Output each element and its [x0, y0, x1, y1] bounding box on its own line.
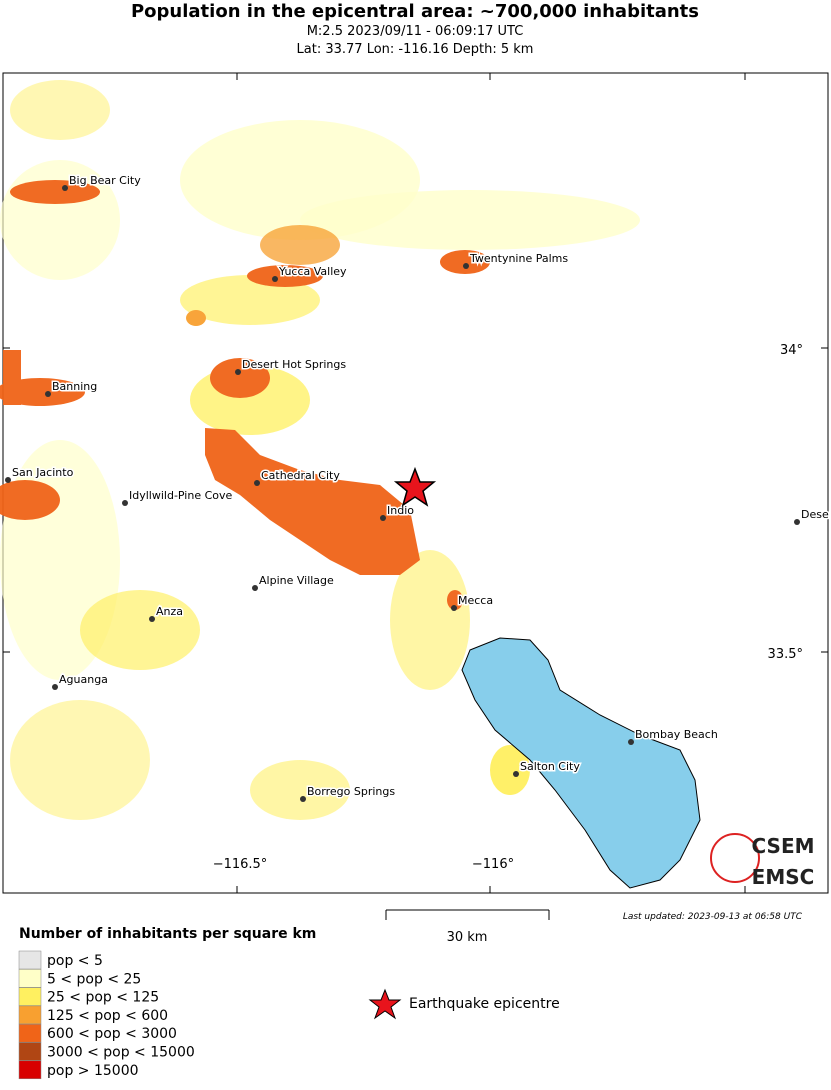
city-label: Aguanga [59, 673, 108, 686]
legend: pop < 5 5 < pop < 25 25 < pop < 125 125 < p… [18, 950, 195, 1080]
legend-label: pop < 5 [47, 953, 103, 969]
city-dot [463, 263, 469, 269]
legend-swatch [18, 1060, 42, 1080]
scale-bar [385, 909, 550, 920]
city-label: Alpine Village [259, 574, 334, 587]
logo-text: CSEM [751, 834, 814, 858]
city-dot [272, 276, 278, 282]
tick-marks [3, 73, 828, 893]
city-dot [5, 477, 11, 483]
subtitle: Lat: 33.77 Lon: -116.16 Depth: 5 km [297, 42, 534, 57]
legend-label: 3000 < pop < 15000 [47, 1045, 195, 1061]
legend-label: 5 < pop < 25 [47, 971, 141, 987]
city-label: Bombay Beach [635, 728, 718, 741]
legend-swatch [18, 1023, 42, 1043]
city-dot [149, 616, 155, 622]
salton-sea [461, 637, 701, 889]
city-dot [45, 391, 51, 397]
lat-label: 34° [780, 343, 803, 358]
legend-swatch [18, 1005, 42, 1025]
city-label: Cathedral City [261, 469, 340, 482]
legend-label: pop > 15000 [47, 1063, 139, 1079]
city-dot [513, 771, 519, 777]
epicentre-star [393, 466, 437, 507]
city-dot [380, 515, 386, 521]
legend-swatch [18, 969, 42, 988]
lon-label: −116.5° [213, 857, 268, 872]
legend-label: 600 < pop < 3000 [47, 1026, 177, 1042]
logo: CSEM EMSC [710, 833, 815, 889]
city-dot [794, 519, 800, 525]
population-density [0, 80, 640, 820]
legend-label: Earthquake epicentre [409, 996, 560, 1012]
city-dot [235, 369, 241, 375]
city-label: San Jacinto [12, 466, 74, 479]
city-dot [122, 500, 128, 506]
city-label: Banning [52, 380, 97, 393]
city-label: Desert Hot Springs [242, 358, 346, 371]
city-dot [252, 585, 258, 591]
city-dot [254, 480, 260, 486]
legend-label: 125 < pop < 600 [47, 1008, 168, 1024]
legend-star [368, 988, 402, 1020]
city-dot [300, 796, 306, 802]
lat-label: 33.5° [768, 647, 803, 662]
city-dot [451, 605, 457, 611]
title: Population in the epicentral area: ~700,… [131, 1, 699, 22]
city-label: Borrego Springs [307, 785, 395, 798]
city-label: Anza [156, 605, 183, 618]
legend-label: 25 < pop < 125 [47, 990, 159, 1006]
city-dot [62, 185, 68, 191]
lon-label: −116° [472, 857, 514, 872]
city-label: Twentynine Palms [469, 252, 568, 265]
map: 34° 33.5° −116.5° −116° Big Bear City Yuc… [0, 72, 830, 894]
city-label: Salton City [520, 760, 580, 773]
last-updated: Last updated: 2023-09-13 at 06:58 UTC [623, 912, 803, 922]
city-label: Big Bear City [69, 174, 141, 187]
logo-text: EMSC [752, 865, 815, 889]
city-label: Yucca Valley [278, 265, 347, 278]
subtitle: M:2.5 2023/09/11 - 06:09:17 UTC [307, 24, 524, 39]
city-label: Mecca [458, 594, 493, 607]
city-dot [52, 684, 58, 690]
legend-swatch [18, 950, 42, 970]
city-dot [628, 739, 634, 745]
city-label: Dese [801, 508, 829, 521]
legend-swatch [18, 1042, 42, 1061]
city-label: Indio [387, 504, 414, 517]
city-label: Idyllwild-Pine Cove [129, 489, 233, 502]
scale-label: 30 km [447, 930, 488, 945]
legend-title: Number of inhabitants per square km [19, 926, 316, 942]
legend-swatch [18, 987, 42, 1006]
